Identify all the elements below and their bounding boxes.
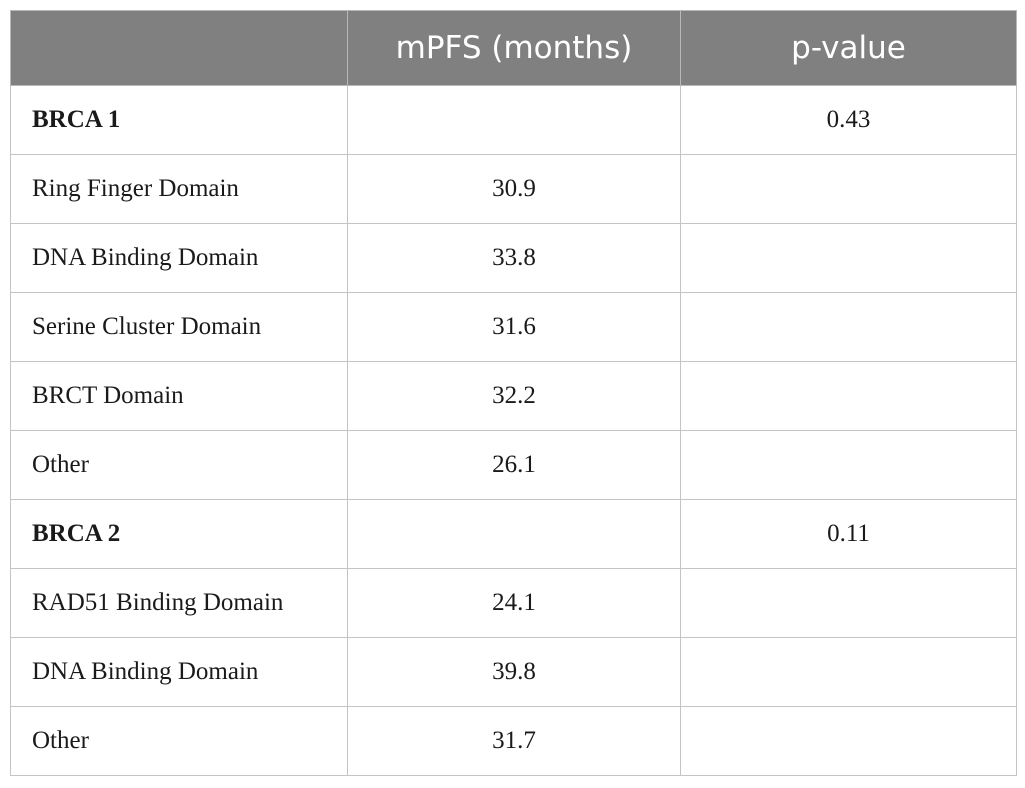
table-row: BRCA 1 0.43 <box>10 85 1017 155</box>
header-row: mPFS (months) p-value <box>10 10 1017 86</box>
pvalue-cell: 0.43 <box>680 85 1017 155</box>
header-mpfs-cell: mPFS (months) <box>347 10 681 86</box>
mpfs-cell: 31.6 <box>347 292 681 362</box>
mpfs-cell <box>347 85 681 155</box>
row-label-cell: DNA Binding Domain <box>10 223 348 293</box>
table-row: Serine Cluster Domain 31.6 <box>10 292 1017 362</box>
header-pvalue-cell: p-value <box>680 10 1017 86</box>
mpfs-cell: 30.9 <box>347 154 681 224</box>
mpfs-cell <box>347 499 681 569</box>
row-label-cell: Serine Cluster Domain <box>10 292 348 362</box>
row-label-cell: Other <box>10 706 348 776</box>
table-row: RAD51 Binding Domain 24.1 <box>10 568 1017 638</box>
pvalue-cell <box>680 430 1017 500</box>
pvalue-cell: 0.11 <box>680 499 1017 569</box>
table-row: DNA Binding Domain 33.8 <box>10 223 1017 293</box>
row-label-cell: BRCA 1 <box>10 85 348 155</box>
table-row: Other 31.7 <box>10 706 1017 776</box>
mpfs-cell: 39.8 <box>347 637 681 707</box>
mpfs-cell: 24.1 <box>347 568 681 638</box>
mpfs-table-container: mPFS (months) p-value BRCA 1 0.43 Ring F… <box>10 10 1017 776</box>
header-label-cell <box>10 10 348 86</box>
table-header: mPFS (months) p-value <box>10 10 1017 86</box>
mpfs-table: mPFS (months) p-value BRCA 1 0.43 Ring F… <box>10 10 1017 776</box>
row-label-cell: Other <box>10 430 348 500</box>
table-row: Ring Finger Domain 30.9 <box>10 154 1017 224</box>
mpfs-cell: 31.7 <box>347 706 681 776</box>
table-body: BRCA 1 0.43 Ring Finger Domain 30.9 DNA … <box>10 85 1017 776</box>
row-label-cell: Ring Finger Domain <box>10 154 348 224</box>
row-label-cell: BRCA 2 <box>10 499 348 569</box>
pvalue-cell <box>680 361 1017 431</box>
pvalue-cell <box>680 706 1017 776</box>
pvalue-cell <box>680 223 1017 293</box>
row-label-cell: RAD51 Binding Domain <box>10 568 348 638</box>
table-row: DNA Binding Domain 39.8 <box>10 637 1017 707</box>
mpfs-cell: 26.1 <box>347 430 681 500</box>
table-row: BRCA 2 0.11 <box>10 499 1017 569</box>
pvalue-cell <box>680 568 1017 638</box>
pvalue-cell <box>680 637 1017 707</box>
mpfs-cell: 33.8 <box>347 223 681 293</box>
pvalue-cell <box>680 154 1017 224</box>
row-label-cell: DNA Binding Domain <box>10 637 348 707</box>
row-label-cell: BRCT Domain <box>10 361 348 431</box>
pvalue-cell <box>680 292 1017 362</box>
table-row: Other 26.1 <box>10 430 1017 500</box>
mpfs-cell: 32.2 <box>347 361 681 431</box>
table-row: BRCT Domain 32.2 <box>10 361 1017 431</box>
